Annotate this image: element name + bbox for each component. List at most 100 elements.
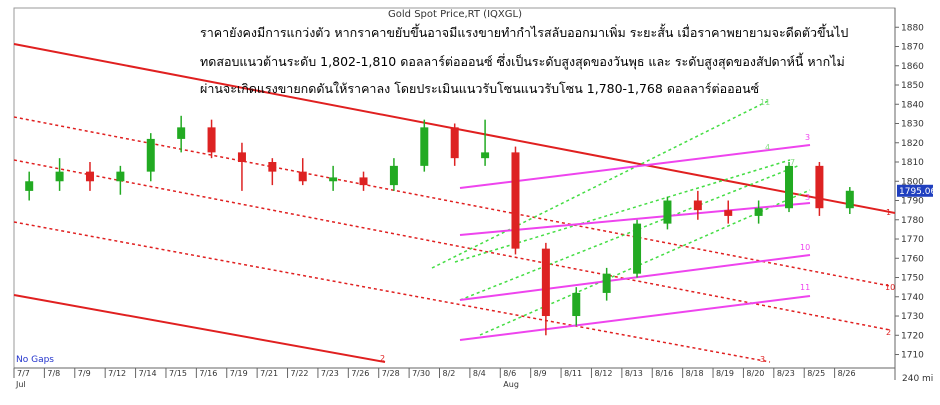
- commentary: ทดสอบแนวต้านระดับ 1,802-1,810 ดอลลาร์ต่อ…: [200, 52, 845, 70]
- y-tick-label: 1760: [901, 254, 924, 264]
- line-label: 3: [760, 355, 765, 364]
- y-tick-label: 1840: [901, 100, 924, 110]
- candle-body: [845, 190, 854, 209]
- trend-line: [13, 294, 386, 363]
- candle-body: [785, 165, 794, 209]
- y-tick-label: 1710: [901, 351, 924, 361]
- channel-line: [459, 254, 811, 301]
- candle-body: [359, 177, 368, 186]
- line-label: 1: [886, 208, 891, 217]
- candle-body: [572, 292, 581, 317]
- y-tick-label: 1750: [901, 274, 924, 284]
- y-tick-label: 1820: [901, 139, 924, 149]
- candle-body: [815, 165, 824, 209]
- x-tick-label: 8/26: [838, 369, 856, 378]
- y-tick-label: 1800: [901, 177, 924, 187]
- candle-body: [754, 208, 763, 216]
- trend-line: [13, 116, 891, 287]
- x-tick-label: 7/9: [78, 369, 91, 378]
- y-tick-label: 1860: [901, 62, 924, 72]
- candle-body: [633, 223, 642, 274]
- candles: [25, 115, 854, 336]
- last-price-box: [897, 184, 933, 197]
- line-label: 3: [805, 193, 810, 202]
- x-tick-label: 8/9: [534, 369, 547, 378]
- candle-body: [420, 127, 429, 166]
- x-tick-label: 7/26: [351, 369, 369, 378]
- y-tick-label: 1770: [901, 235, 924, 245]
- channel-line: [459, 164, 801, 301]
- candle-body: [146, 138, 155, 172]
- candle-body: [177, 127, 186, 139]
- month-label: Jul: [15, 380, 26, 389]
- x-tick-label: 7/8: [47, 369, 60, 378]
- channel-line: [431, 99, 771, 269]
- x-tick-label: 8/4: [473, 369, 486, 378]
- candle-body: [237, 152, 246, 163]
- candle-body: [602, 273, 611, 293]
- y-tick-label: 1850: [901, 81, 924, 91]
- candle-body: [25, 181, 34, 191]
- y-tick-label: 1880: [901, 23, 924, 33]
- x-tick-label: 7/14: [139, 369, 157, 378]
- y-tick-label: 1780: [901, 216, 924, 226]
- x-tick-label: 7/23: [321, 369, 339, 378]
- chart-title: Gold Spot Price,RT (IQXGL): [388, 9, 522, 20]
- candle-body: [541, 248, 550, 317]
- x-tick-label: 7/15: [169, 369, 187, 378]
- x-tick-label: 7/7: [17, 369, 30, 378]
- candle-body: [298, 171, 307, 182]
- last-price-label: 1795.06: [899, 187, 936, 197]
- x-tick-label: 7/30: [412, 369, 430, 378]
- candle-body: [481, 152, 490, 159]
- line-label: 10: [800, 243, 810, 252]
- x-tick-label: 8/25: [807, 369, 825, 378]
- candle-body: [663, 200, 672, 224]
- x-tick-label: 8/6: [503, 369, 516, 378]
- candle-body: [724, 210, 733, 216]
- month-label: Aug: [503, 380, 519, 389]
- trend-line: [13, 221, 771, 363]
- line-label: 3: [805, 133, 810, 142]
- candle-body: [329, 177, 338, 182]
- line-label: 11: [800, 283, 810, 292]
- candle-body: [511, 152, 520, 249]
- x-tick-label: 8/16: [655, 369, 673, 378]
- channel-line: [459, 295, 811, 341]
- x-tick-label: 7/28: [382, 369, 400, 378]
- y-tick-label: 1730: [901, 312, 924, 322]
- x-ticks: 7/7 7/8 7/9 7/12 7/14 7/15 7/16 7/19 7/21 7/22 7/2…: [13, 368, 856, 389]
- trend-line: [13, 159, 891, 331]
- x-tick-label: 7/21: [260, 369, 278, 378]
- x-tick-label: 8/2: [443, 369, 456, 378]
- y-tick-label: 1830: [901, 120, 924, 130]
- x-tick-label: 7/19: [230, 369, 248, 378]
- line-label: 7: [790, 158, 795, 167]
- y-tick-label: 1720: [901, 331, 924, 341]
- candle-body: [693, 200, 702, 211]
- line-label: 10: [885, 283, 895, 292]
- y-ticks: 1710 1720 1730 1740 1750 1760 1770 1780 1790 1800…: [895, 23, 936, 361]
- line-label: 2: [380, 354, 385, 363]
- line-label: 2: [886, 328, 891, 337]
- y-tick-label: 1810: [901, 158, 924, 168]
- line-labels: 1 10 2 3 2 3 7 11 10 11 3 4: [380, 98, 895, 364]
- x-tick-label: 8/12: [594, 369, 612, 378]
- line-label: 4: [765, 143, 770, 152]
- x-tick-label: 8/11: [564, 369, 582, 378]
- gap-note: No Gaps: [16, 355, 54, 365]
- y-tick-label: 1870: [901, 43, 924, 53]
- candle-body: [116, 171, 125, 182]
- x-tick-label: 8/18: [686, 369, 704, 378]
- x-tick-label: 7/12: [108, 369, 126, 378]
- y-tick-label: 1740: [901, 293, 924, 303]
- x-tick-label: 8/23: [777, 369, 795, 378]
- y-tick-label: 1790: [901, 197, 924, 207]
- interval: 240 mi: [902, 374, 933, 384]
- candle-body: [85, 171, 94, 182]
- x-tick-label: 8/20: [746, 369, 764, 378]
- candle-body: [268, 162, 277, 172]
- channel-line: [454, 159, 791, 263]
- commentary: ผ่านจะเกิดแรงขายกดดันให้ราคาลง โดยประเมิ…: [200, 81, 759, 96]
